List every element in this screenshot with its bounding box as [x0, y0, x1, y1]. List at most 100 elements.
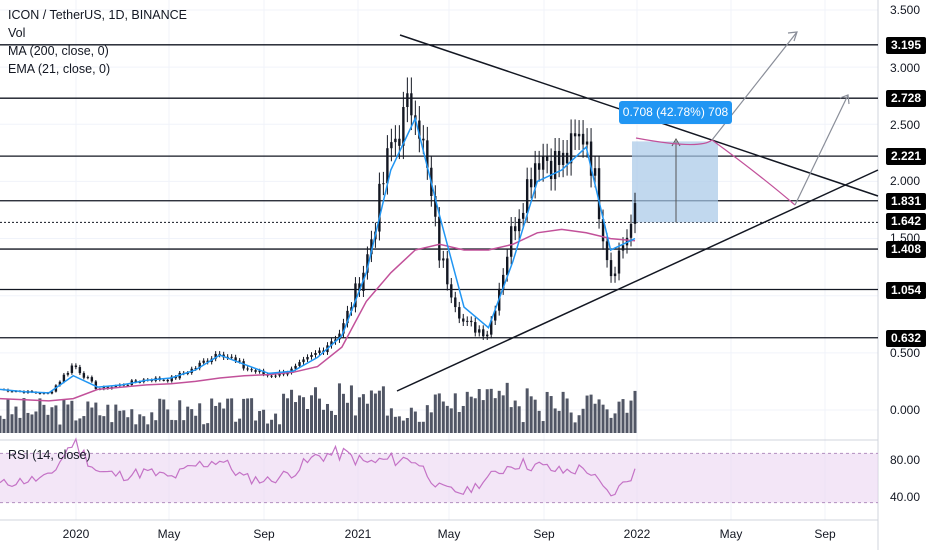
volume-bar — [58, 424, 62, 433]
volume-bar — [425, 405, 429, 433]
candle-body — [621, 245, 625, 251]
volume-bar — [589, 394, 593, 433]
y-tick-label: 0.500 — [889, 346, 920, 360]
volume-bar — [361, 394, 365, 433]
rsi-legend[interactable]: RSI (14, close) — [8, 448, 91, 462]
candle-body — [254, 370, 257, 372]
candle-body — [366, 254, 369, 273]
candle-body — [246, 368, 249, 370]
x-tick-label: 2021 — [344, 527, 372, 541]
legend-title[interactable]: ICON / TetherUS, 1D, BINANCE — [8, 8, 187, 22]
candle-body — [529, 179, 533, 188]
volume-bar — [581, 408, 585, 433]
candle-body — [318, 350, 321, 354]
candle-body — [633, 203, 637, 224]
legend-ema[interactable]: EMA (21, close, 0) — [8, 62, 111, 76]
volume-bar — [409, 407, 413, 433]
rsi-band — [0, 452, 878, 504]
volume-bar — [270, 419, 274, 433]
volume-bar — [497, 390, 501, 433]
candle-body — [314, 353, 317, 355]
volume-bar — [0, 415, 2, 433]
candle-body — [270, 375, 273, 377]
candle-body — [106, 386, 110, 389]
volume-bar — [98, 415, 102, 433]
volume-bar — [597, 399, 601, 433]
volume-bar — [126, 417, 130, 433]
x-tick-label: May — [719, 527, 743, 541]
legend-ma[interactable]: MA (200, close, 0) — [8, 44, 109, 58]
volume-bar — [545, 391, 549, 433]
candle-body — [434, 195, 437, 217]
volume-bar — [94, 402, 98, 433]
volume-bar — [18, 417, 22, 433]
measure-rect — [632, 141, 718, 223]
volume-bar — [553, 408, 557, 433]
level-badge: 3.195 — [885, 37, 926, 54]
projection-arrow-head — [839, 94, 850, 105]
rsi-band-fill — [0, 453, 878, 503]
candle-body — [482, 329, 485, 337]
candle-body — [609, 260, 613, 277]
candle-body — [102, 386, 106, 390]
volume-bars — [0, 382, 637, 433]
candle-body — [506, 256, 509, 275]
candle-body — [438, 216, 441, 261]
candle-body — [541, 156, 545, 170]
measure-box[interactable] — [632, 137, 718, 223]
volume-bar — [42, 404, 46, 433]
x-tick-label: Sep — [253, 527, 275, 541]
candle-body — [605, 241, 609, 261]
horizontal-levels — [0, 44, 878, 339]
volume-bar — [62, 399, 66, 433]
y-tick-label: 2.000 — [889, 174, 920, 188]
volume-bar — [485, 389, 489, 433]
candle-body — [286, 372, 289, 375]
volume-bar — [401, 420, 405, 433]
volume-bar — [405, 418, 409, 433]
volume-bar — [122, 410, 126, 433]
volume-bar — [501, 395, 505, 433]
volume-bar — [629, 400, 633, 433]
candle-body — [390, 142, 393, 149]
volume-bar — [166, 409, 170, 433]
volume-bar — [22, 398, 26, 433]
volume-bar — [54, 405, 58, 433]
candle-body — [597, 168, 601, 220]
volume-bar — [345, 402, 349, 433]
level-badge: 2.728 — [885, 90, 926, 107]
volume-bar — [373, 393, 377, 433]
volume-bar — [210, 398, 214, 433]
measure-label: 0.708 (42.78%) 708 — [619, 101, 732, 124]
trendline-lower — [396, 169, 879, 392]
volume-bar — [190, 409, 194, 433]
candle-body — [533, 163, 537, 188]
x-tick-label: 2020 — [62, 527, 90, 541]
volume-bar — [621, 399, 625, 433]
candle-body — [334, 339, 337, 342]
y-tick-label: 0.000 — [889, 403, 920, 417]
candle-body — [402, 107, 405, 146]
candle-body — [302, 359, 305, 363]
volume-bar — [254, 420, 258, 433]
candle-body — [442, 258, 445, 261]
volume-bar — [577, 415, 581, 433]
level-badge: 1.831 — [885, 193, 926, 210]
candle-body — [490, 320, 493, 335]
volume-bar — [365, 403, 369, 433]
volume-bar — [465, 391, 469, 433]
candle-body — [462, 318, 465, 322]
candle-body — [513, 226, 517, 232]
projection-arrow — [794, 94, 849, 206]
candle-body — [486, 334, 489, 337]
legend-vol[interactable]: Vol — [8, 26, 26, 40]
volume-bar — [625, 412, 629, 433]
volume-bar — [102, 416, 106, 433]
volume-bar — [549, 396, 553, 433]
candle-body — [394, 138, 397, 143]
volume-bar — [573, 422, 577, 433]
volume-bar — [481, 400, 485, 433]
candle-body — [38, 393, 42, 395]
volume-bar — [605, 409, 609, 433]
